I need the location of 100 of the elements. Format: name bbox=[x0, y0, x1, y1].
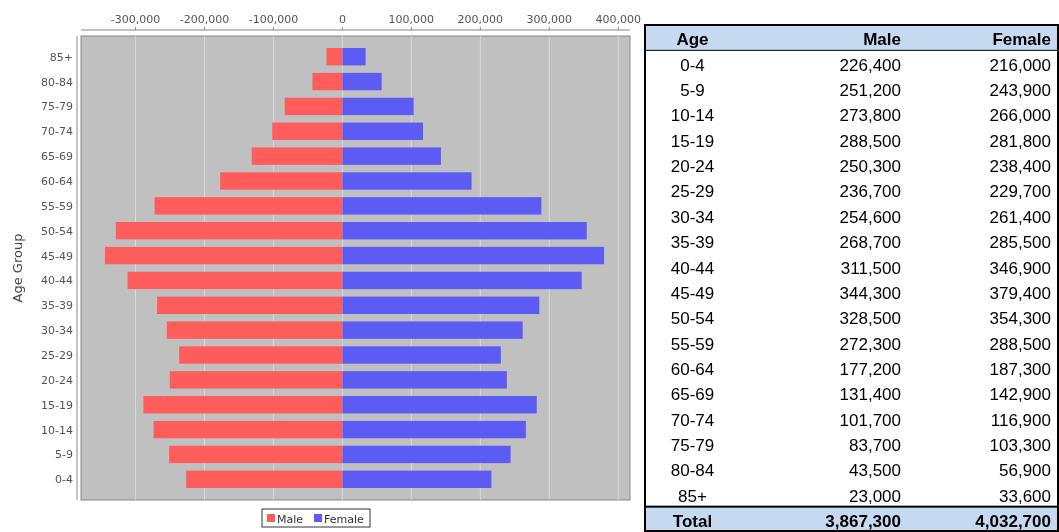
bar bbox=[342, 197, 542, 215]
text: 187,300 bbox=[989, 359, 1051, 379]
text: 177,200 bbox=[839, 359, 901, 379]
bar bbox=[143, 396, 343, 414]
text: 131,400 bbox=[839, 385, 901, 405]
bar bbox=[342, 246, 605, 265]
y-tick-label: 15-19 bbox=[41, 398, 73, 412]
text: 236,700 bbox=[839, 182, 901, 202]
bar bbox=[169, 445, 343, 464]
bar bbox=[115, 222, 343, 240]
text: 103,300 bbox=[989, 435, 1051, 455]
bar bbox=[153, 420, 343, 439]
text: 226,400 bbox=[839, 55, 901, 75]
bar bbox=[342, 346, 501, 364]
x-tick-label: 100,000 bbox=[388, 13, 435, 26]
text: 346,900 bbox=[989, 258, 1051, 278]
y-tick-label: 85+ bbox=[49, 50, 73, 64]
text: 60-64 bbox=[670, 359, 715, 379]
x-tick-label: 200,000 bbox=[457, 13, 504, 26]
bar bbox=[342, 396, 537, 414]
text: 311,500 bbox=[840, 258, 901, 278]
text: 55-59 bbox=[670, 334, 715, 354]
text: 70-74 bbox=[670, 410, 715, 430]
x-tick-label: 400,000 bbox=[595, 13, 642, 26]
y-tick-label: 75-79 bbox=[41, 100, 73, 114]
text: 43,500 bbox=[849, 461, 901, 481]
text: Age bbox=[676, 30, 709, 50]
text: 116,900 bbox=[990, 410, 1051, 430]
y-tick-label: 0-4 bbox=[55, 473, 73, 487]
bar bbox=[127, 271, 343, 290]
bar bbox=[169, 371, 343, 389]
y-tick-label: 55-59 bbox=[41, 199, 73, 213]
text: 254,600 bbox=[839, 207, 901, 227]
y-tick-label: 60-64 bbox=[41, 174, 73, 188]
text: 15-19 bbox=[670, 131, 715, 151]
bar bbox=[251, 147, 343, 165]
bar bbox=[186, 470, 343, 488]
bar bbox=[166, 321, 343, 339]
bar bbox=[342, 48, 366, 66]
bar bbox=[179, 346, 343, 364]
text: 216,000 bbox=[989, 55, 1051, 75]
bar bbox=[157, 296, 343, 314]
bar bbox=[342, 147, 441, 165]
bar bbox=[220, 172, 343, 190]
y-axis-title: Age Group bbox=[10, 233, 25, 303]
text: 328,500 bbox=[839, 309, 901, 329]
y-tick-label: 30-34 bbox=[41, 324, 73, 338]
bar bbox=[154, 197, 343, 215]
text: 251,200 bbox=[839, 81, 901, 101]
bar bbox=[284, 97, 343, 116]
y-tick-label: 35-39 bbox=[41, 299, 73, 313]
bar bbox=[272, 122, 343, 140]
x-tick-label: 300,000 bbox=[526, 13, 573, 26]
y-tick-label: 50-54 bbox=[41, 224, 73, 238]
y-tick-label: 25-29 bbox=[41, 349, 73, 363]
x-tick-label: -200,000 bbox=[179, 13, 230, 26]
text: 272,300 bbox=[839, 334, 901, 354]
y-tick-label: 10-14 bbox=[41, 423, 73, 437]
text: 101,700 bbox=[839, 410, 901, 430]
text: 285,500 bbox=[989, 233, 1051, 253]
text: 288,500 bbox=[989, 334, 1051, 354]
legend-label: Male bbox=[277, 513, 304, 526]
bar bbox=[342, 420, 526, 439]
bar bbox=[342, 72, 382, 91]
text: Total bbox=[672, 512, 713, 531]
text: 268,700 bbox=[839, 233, 901, 253]
text: 4,032,700 bbox=[975, 512, 1051, 531]
bar bbox=[342, 97, 414, 116]
x-tick-label: -100,000 bbox=[248, 13, 299, 26]
text: 229,700 bbox=[989, 182, 1051, 202]
y-tick-label: 65-69 bbox=[41, 150, 73, 164]
bar bbox=[342, 271, 582, 290]
y-tick-label: 20-24 bbox=[41, 373, 73, 387]
text: 0-4 bbox=[680, 55, 705, 75]
bar bbox=[342, 296, 540, 314]
bar bbox=[342, 222, 587, 240]
text: 281,800 bbox=[989, 131, 1051, 151]
y-tick-label: 40-44 bbox=[41, 274, 73, 288]
bar bbox=[342, 122, 424, 140]
text: 25-29 bbox=[670, 182, 715, 202]
text: 50-54 bbox=[670, 309, 715, 329]
text: 344,300 bbox=[839, 283, 901, 303]
text: 33,600 bbox=[999, 486, 1051, 506]
text: 238,400 bbox=[989, 157, 1051, 177]
bar bbox=[342, 470, 492, 488]
text: 83,700 bbox=[849, 435, 901, 455]
text: 354,300 bbox=[989, 309, 1051, 329]
text: 56,900 bbox=[999, 461, 1051, 481]
text: 142,900 bbox=[989, 385, 1051, 405]
bar bbox=[342, 371, 507, 389]
text: 30-34 bbox=[670, 207, 715, 227]
bar bbox=[342, 321, 523, 339]
bar bbox=[312, 72, 343, 91]
text: 45-49 bbox=[670, 283, 715, 303]
text: 65-69 bbox=[670, 385, 715, 405]
y-tick-label: 5-9 bbox=[55, 448, 73, 462]
text: Male bbox=[863, 30, 901, 50]
text: 20-24 bbox=[670, 157, 715, 177]
y-tick-label: 70-74 bbox=[41, 125, 73, 139]
y-tick-label: 80-84 bbox=[41, 75, 73, 89]
